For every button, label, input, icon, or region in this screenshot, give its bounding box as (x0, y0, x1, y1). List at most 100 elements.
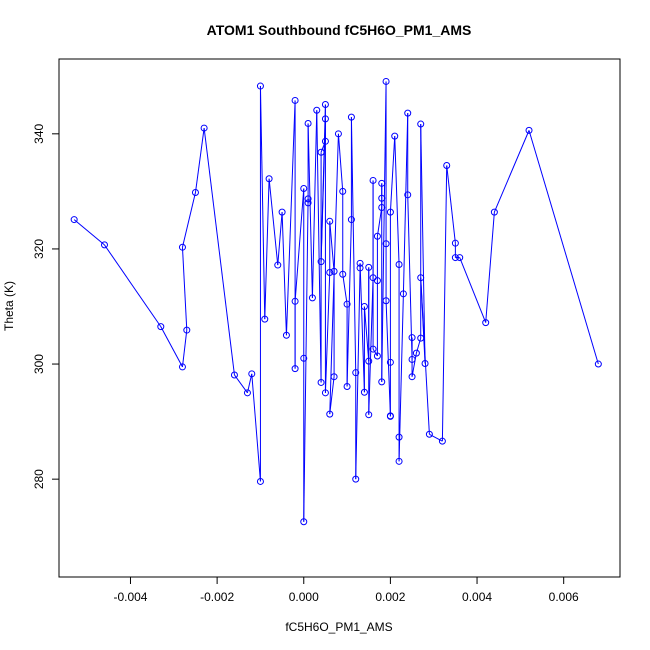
data-point (378, 194, 386, 202)
series-line-segment (359, 263, 365, 393)
data-point (408, 334, 416, 342)
data-point (365, 357, 373, 365)
data-point (386, 208, 394, 216)
series-line-segment (402, 113, 409, 294)
x-tick-label: -0.004 (113, 590, 147, 604)
data-point (326, 269, 334, 277)
series-line-segment (485, 212, 495, 323)
series-line-segment (203, 128, 235, 376)
data-point (490, 208, 498, 216)
data-point (321, 115, 329, 123)
data-point (157, 323, 165, 331)
data-point (339, 270, 347, 278)
series-line-segment (376, 207, 383, 237)
data-point (525, 126, 533, 134)
series-line-segment (459, 257, 487, 323)
data-point (334, 130, 342, 138)
data-point (282, 331, 290, 339)
data-point (313, 106, 321, 114)
series-line-segment (411, 353, 417, 377)
data-point (300, 354, 308, 362)
series-line-segment (285, 100, 296, 336)
series-line-segment (407, 194, 413, 360)
plot-frame (58, 58, 621, 578)
data-point (321, 389, 329, 397)
y-tick-label: 340 (32, 123, 46, 143)
x-tick-label: 0.004 (462, 590, 492, 604)
series-line-segment (429, 433, 443, 442)
data-point (191, 189, 199, 197)
series-line-segment (234, 374, 248, 394)
data-point (291, 297, 299, 305)
x-axis-label: fC5H6O_PM1_AMS (285, 620, 392, 634)
data-point (178, 363, 186, 371)
x-tick-label: 0.006 (549, 590, 579, 604)
data-point (417, 120, 425, 128)
data-point (339, 187, 347, 195)
series-line-segment (104, 244, 162, 327)
y-axis-label: Theta (K) (2, 281, 16, 331)
x-tick-label: 0.002 (375, 590, 405, 604)
series-line-segment (389, 136, 396, 213)
series-line-segment (73, 219, 105, 246)
data-point (382, 240, 390, 248)
x-tick-label: -0.002 (200, 590, 234, 604)
series-line-segment (372, 348, 378, 357)
series-line-segment (394, 136, 400, 265)
data-point (304, 195, 312, 203)
data-point (326, 217, 334, 225)
data-point (365, 263, 373, 271)
data-point (369, 345, 377, 353)
series-line-segment (355, 267, 361, 480)
data-point (456, 254, 464, 262)
data-point (451, 254, 459, 262)
chart-title: ATOM1 Southbound fC5H6O_PM1_AMS (207, 22, 472, 38)
data-point (365, 411, 373, 419)
series-line-segment (294, 188, 305, 302)
data-point (352, 369, 360, 377)
series-line-segment (385, 300, 391, 416)
data-point (399, 290, 407, 298)
data-point (304, 119, 312, 127)
data-point (308, 294, 316, 302)
data-point (421, 359, 429, 367)
data-point (482, 319, 490, 327)
data-point (343, 382, 351, 390)
data-point (443, 161, 451, 169)
series-line-segment (160, 326, 183, 368)
series-line-segment (493, 130, 530, 213)
data-point (360, 388, 368, 396)
data-point (594, 360, 602, 368)
data-point (417, 334, 425, 342)
x-tick-label: 0.000 (289, 590, 319, 604)
data-point (378, 378, 386, 386)
series-points (70, 77, 602, 526)
data-point (248, 370, 256, 378)
series-line-segment (363, 306, 370, 362)
data-point (412, 349, 420, 357)
data-point (183, 326, 191, 334)
series-line-segment (342, 274, 348, 305)
data-point (408, 355, 416, 363)
data-point (404, 191, 412, 199)
data-point (356, 259, 364, 267)
data-point (300, 518, 308, 526)
data-point (386, 358, 394, 366)
x-axis: -0.004 -0.002 0.000 0.002 0.004 0.006 (113, 577, 579, 604)
data-point (100, 241, 108, 249)
data-point (352, 475, 360, 483)
series-line-segment (264, 178, 270, 320)
data-point (256, 477, 264, 485)
data-point (378, 179, 386, 187)
data-point (256, 82, 264, 90)
data-point (438, 437, 446, 445)
data-point (404, 109, 412, 117)
data-point (178, 243, 186, 251)
series-line (73, 81, 599, 522)
y-tick-label: 320 (32, 239, 46, 259)
data-point (278, 208, 286, 216)
data-point (200, 124, 208, 132)
series-line-segment (268, 178, 279, 266)
series-line-segment (324, 272, 331, 393)
data-point (360, 302, 368, 310)
